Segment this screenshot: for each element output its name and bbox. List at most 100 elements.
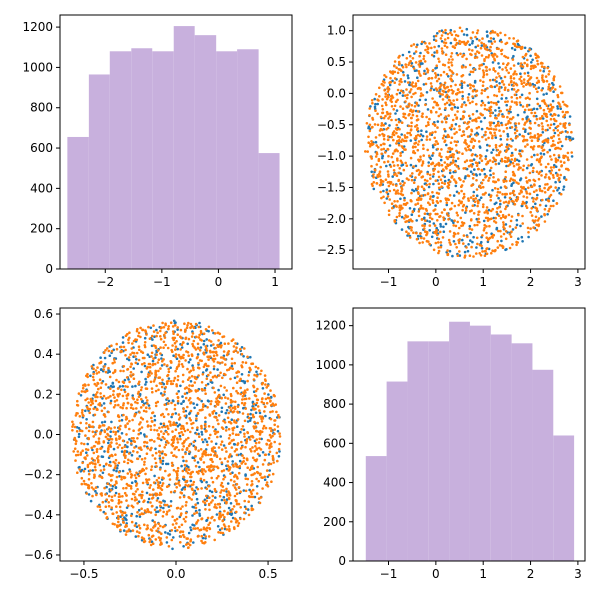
scatter-point-orange: [110, 438, 114, 441]
scatter-point-orange: [416, 148, 420, 152]
scatter-point-orange: [144, 396, 148, 399]
scatter-point-orange: [256, 421, 260, 425]
scatter-point-orange: [213, 538, 216, 542]
scatter-point-orange: [217, 414, 221, 417]
scatter-point-orange: [215, 465, 219, 469]
scatter-point-orange: [107, 434, 110, 437]
scatter-point-orange: [448, 126, 452, 130]
scatter-point-orange: [380, 122, 384, 125]
scatter-point-orange: [447, 58, 451, 61]
scatter-point-orange: [446, 252, 450, 256]
scatter-point-blue: [191, 364, 194, 367]
scatter-point-blue: [180, 346, 184, 349]
scatter-point-orange: [174, 428, 178, 432]
scatter-point-orange: [552, 176, 555, 179]
scatter-point-orange: [265, 401, 269, 405]
scatter-point-orange: [87, 383, 90, 387]
scatter-point-orange: [192, 421, 195, 425]
scatter-point-orange: [461, 117, 464, 121]
scatter-point-orange: [99, 392, 102, 395]
scatter-point-blue: [111, 385, 114, 389]
scatter-point-orange: [489, 49, 492, 52]
scatter-point-orange: [421, 224, 424, 227]
scatter-point-orange: [414, 91, 417, 95]
scatter-point-orange: [93, 474, 96, 478]
scatter-point-orange: [213, 332, 217, 335]
scatter-point-orange: [161, 515, 165, 518]
scatter-point-orange: [543, 65, 546, 69]
scatter-point-orange: [124, 348, 127, 352]
scatter-point-orange: [411, 57, 415, 60]
scatter-point-orange: [202, 478, 206, 482]
scatter-point-orange: [255, 401, 259, 405]
scatter-point-orange: [483, 226, 486, 230]
scatter-point-orange: [444, 41, 448, 45]
scatter-point-blue: [145, 380, 148, 384]
scatter-point-orange: [485, 236, 489, 239]
scatter-point-orange: [229, 472, 232, 476]
scatter-point-orange: [97, 459, 100, 462]
scatter-point-orange: [419, 232, 422, 235]
scatter-point-orange: [458, 124, 461, 128]
scatter-point-orange: [512, 73, 515, 76]
scatter-point-orange: [529, 127, 532, 130]
scatter-point-blue: [490, 151, 493, 154]
scatter-point-orange: [519, 62, 523, 65]
scatter-point-orange: [422, 147, 425, 150]
scatter-point-blue: [99, 368, 103, 372]
scatter-point-orange: [549, 89, 552, 92]
scatter-point-orange: [486, 160, 490, 163]
scatter-point-blue: [94, 489, 97, 493]
scatter-point-blue: [458, 254, 462, 257]
scatter-point-orange: [468, 254, 472, 257]
scatter-point-orange: [462, 192, 466, 196]
scatter-point-orange: [464, 65, 467, 69]
scatter-point-orange: [544, 175, 547, 179]
scatter-point-orange: [487, 54, 491, 57]
scatter-point-orange: [549, 136, 553, 139]
scatter-point-orange: [564, 178, 568, 181]
scatter-point-orange: [256, 387, 259, 391]
scatter-point-orange: [460, 80, 464, 83]
scatter-point-orange: [424, 207, 428, 211]
scatter-point-orange: [469, 196, 473, 199]
scatter-point-orange: [382, 133, 386, 137]
scatter-point-orange: [145, 467, 148, 470]
scatter-point-blue: [423, 216, 426, 220]
scatter-point-orange: [414, 82, 418, 85]
scatter-point-orange: [522, 164, 525, 168]
scatter-point-blue: [506, 135, 510, 138]
scatter-point-orange: [417, 192, 420, 195]
scatter-point-orange: [113, 523, 116, 526]
scatter-point-orange: [484, 157, 488, 161]
scatter-point-orange: [457, 241, 461, 245]
scatter-point-blue: [110, 420, 113, 424]
scatter-point-orange: [247, 374, 250, 377]
scatter-point-orange: [205, 349, 209, 352]
scatter-point-orange: [136, 502, 139, 505]
scatter-point-orange: [231, 410, 235, 414]
scatter-point-orange: [273, 419, 277, 422]
scatter-point-orange: [395, 142, 398, 145]
scatter-point-orange: [410, 64, 413, 67]
scatter-point-orange: [191, 470, 194, 474]
scatter-point-orange: [534, 215, 538, 219]
scatter-point-orange: [209, 433, 212, 437]
scatter-point-orange: [102, 424, 106, 427]
scatter-point-orange: [502, 221, 505, 224]
scatter-point-blue: [427, 161, 431, 164]
scatter-point-orange: [246, 379, 249, 383]
scatter-point-orange: [405, 220, 409, 223]
scatter-point-orange: [92, 378, 95, 382]
scatter-point-orange: [510, 126, 514, 129]
scatter-point-blue: [141, 400, 144, 404]
scatter-point-orange: [432, 248, 436, 252]
scatter-point-orange: [230, 357, 234, 361]
scatter-point-orange: [226, 460, 230, 463]
scatter-point-orange: [403, 148, 406, 151]
scatter-point-orange: [137, 432, 140, 436]
scatter-point-orange: [547, 85, 550, 89]
scatter-point-blue: [159, 392, 163, 395]
scatter-point-orange: [544, 165, 548, 169]
scatter-point-orange: [523, 108, 527, 112]
